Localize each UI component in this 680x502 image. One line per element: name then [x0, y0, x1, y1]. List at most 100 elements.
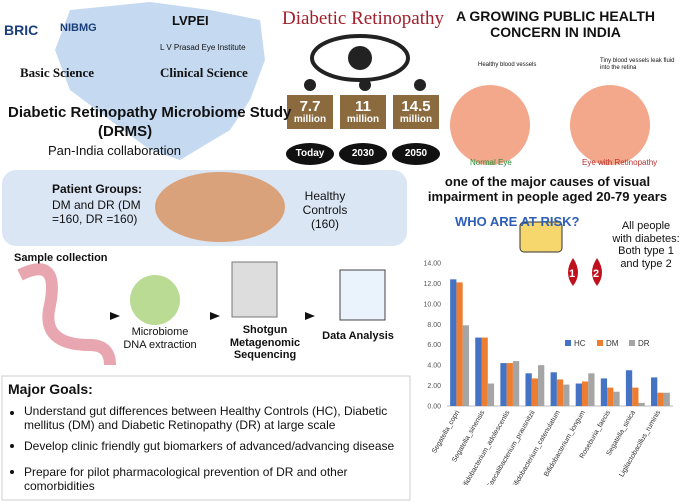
groups-detail: DM and DR (DM =160, DR =160) [52, 198, 141, 226]
y-tick-label: 2.00 [427, 383, 441, 390]
eye-label: Eye with Retinopathy [582, 158, 658, 167]
concern-title: A GROWING PUBLIC HEALTH CONCERN IN INDIA [455, 8, 656, 41]
risk-text: All people with diabetes: Both type 1 an… [612, 220, 680, 270]
india-map [55, 2, 265, 160]
logo: BRIC [4, 22, 39, 38]
y-tick-label: 8.00 [427, 322, 441, 329]
bar [556, 379, 564, 406]
bar [456, 282, 463, 406]
bar [538, 365, 545, 406]
bullets [10, 411, 14, 474]
legend-swatch [629, 340, 635, 346]
bar [607, 387, 614, 406]
stat-unit: million [293, 114, 327, 125]
stat-value: 11 [355, 98, 371, 115]
label: Clinical Science [160, 65, 248, 80]
impact: one of the major causes of visual impair… [427, 174, 668, 204]
annotation: Healthy blood vessels [478, 62, 537, 68]
bar [506, 363, 513, 406]
goal: Understand gut differences between Healt… [24, 404, 388, 432]
logo: LVPEI [172, 13, 209, 28]
bar [625, 370, 633, 406]
y-tick-label: 12.00 [423, 281, 441, 288]
bar [563, 384, 570, 406]
study-acronym: (DRMS) [98, 123, 153, 140]
stat-value: 14.5 [401, 98, 431, 115]
x-tick-label: Segatella_copri [431, 409, 461, 455]
normal-eye [450, 85, 530, 165]
glucometer [519, 221, 563, 253]
step: Microbiome DNA extraction [123, 326, 197, 351]
stat-year: Today [295, 148, 325, 159]
stat-unit: million [346, 114, 380, 125]
bar [600, 378, 608, 406]
y-tick-label: 4.00 [427, 363, 441, 370]
sequencer [231, 261, 278, 318]
bar [475, 337, 482, 406]
type-label: 2 [593, 268, 600, 280]
crowd-image [155, 172, 285, 242]
logo: NIBMG [60, 22, 97, 34]
stat-boxes [287, 95, 439, 129]
eye-pupil [348, 46, 372, 70]
goal: Prepare for pilot pharmacological preven… [24, 465, 348, 493]
bar [632, 387, 639, 406]
drop1 [568, 258, 578, 286]
legend-swatch [597, 340, 603, 346]
step: Data Analysis [322, 330, 394, 342]
stat-year: 2030 [351, 148, 375, 159]
annotation: Tiny blood vessels leak fluid into the r… [600, 58, 675, 71]
legend-label: DR [638, 339, 650, 348]
retinopathy-eye [570, 85, 650, 165]
year-pills [286, 143, 440, 165]
bar [550, 372, 557, 406]
bar [575, 383, 582, 406]
bar [450, 279, 457, 406]
risk-title: WHO ARE AT RISK? [455, 214, 580, 229]
bar [657, 392, 664, 406]
gut [17, 263, 116, 366]
step: Sample collection [14, 252, 108, 264]
bar [481, 337, 488, 406]
bar [613, 391, 620, 406]
legend-label: DM [606, 339, 619, 348]
bar [651, 377, 658, 406]
y-tick-label: 0.00 [427, 404, 441, 411]
bar [525, 373, 532, 406]
bar [531, 378, 539, 406]
x-tick-label: Bifidobacterium_adolescentis [460, 409, 512, 485]
y-tick-label: 6.00 [427, 342, 441, 349]
y-tick-label: 10.00 [423, 301, 441, 308]
goals-title: Major Goals: [8, 381, 93, 397]
legend-label: HC [574, 339, 586, 348]
arrows [110, 312, 315, 320]
x-tick-label: Faecalibacterium_prausnitzii [486, 409, 537, 485]
bar [638, 402, 645, 406]
drop2 [592, 258, 602, 286]
microbes [130, 275, 180, 325]
dr-title: Diabetic Retinopathy [282, 8, 444, 29]
bar [462, 325, 469, 406]
x-tick-label: Bifidobacterium_catenulatum [511, 409, 562, 485]
stat-year: 2050 [404, 148, 428, 159]
analysis [339, 269, 386, 321]
bar [588, 373, 595, 406]
study-scope: Pan-India collaboration [48, 143, 181, 158]
legend-swatch [565, 340, 571, 346]
chart: 0.00 2.00 4.00 6.00 8.00 10.00 12.00 14.00 Segat… [423, 261, 673, 485]
y-tick-label: 14.00 [423, 261, 441, 268]
label: Basic Science [20, 65, 95, 80]
people-icons [304, 79, 426, 91]
controls: Healthy Controls (160) [302, 189, 348, 231]
goal: Develop clinic friendly gut biomarkers o… [24, 439, 395, 453]
bar [663, 392, 670, 406]
eye-label: Normal Eye [470, 158, 512, 167]
type-label: 1 [569, 268, 576, 280]
bar [500, 363, 507, 406]
groups-title: Patient Groups: [52, 182, 143, 196]
logo-name: L V Prasad Eye Institute [160, 43, 246, 52]
goals-box [1, 375, 411, 501]
bar [581, 381, 589, 406]
